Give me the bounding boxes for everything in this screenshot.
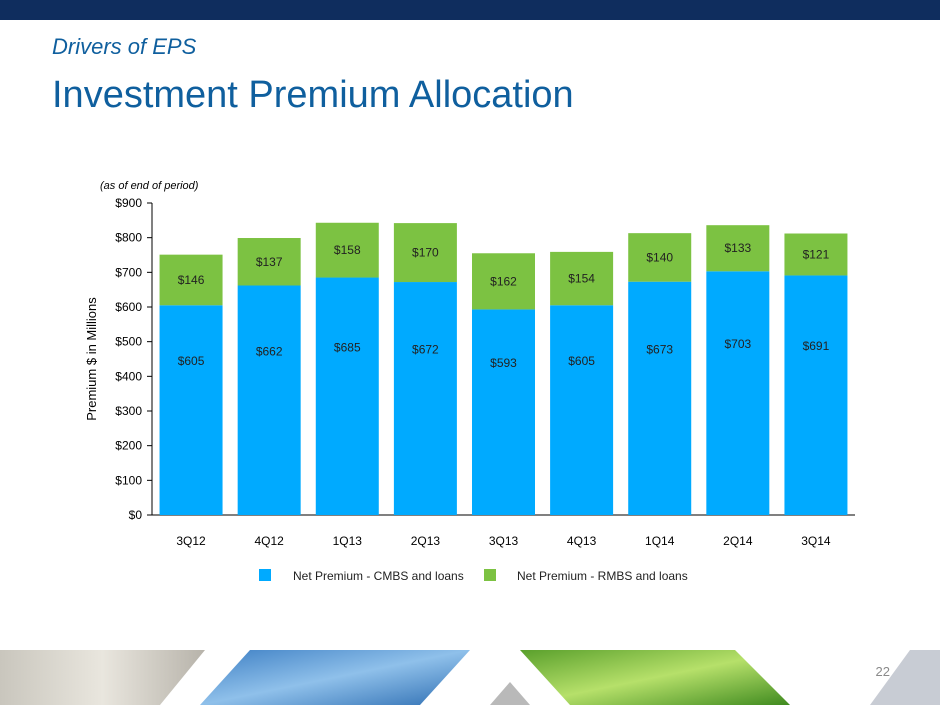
x-tick-label: 1Q14 <box>645 534 675 548</box>
chart-note: (as of end of period) <box>100 180 199 192</box>
footer-image-strip <box>0 650 940 705</box>
bar-cmbs <box>628 281 692 515</box>
x-tick-label: 3Q12 <box>176 534 206 548</box>
data-label-rmbs: $137 <box>256 255 283 269</box>
data-label-cmbs: $673 <box>646 342 673 356</box>
data-label-rmbs: $154 <box>568 272 595 286</box>
data-label-rmbs: $121 <box>803 247 830 261</box>
bar-rmbs <box>159 254 223 306</box>
x-tick-label: 2Q14 <box>723 534 753 548</box>
y-tick-label: $700 <box>115 265 142 279</box>
bar-rmbs <box>237 238 301 286</box>
y-tick-label: $300 <box>115 404 142 418</box>
grey-triangle <box>490 682 530 705</box>
data-label-rmbs: $170 <box>412 246 439 260</box>
y-tick-label: $600 <box>115 300 142 314</box>
x-tick-label: 3Q13 <box>489 534 519 548</box>
data-label-cmbs: $703 <box>724 337 751 351</box>
x-tick-label: 2Q13 <box>411 534 441 548</box>
y-axis-title: Premium $ in Millions <box>84 297 99 421</box>
slide-subtitle: Drivers of EPS <box>52 34 197 59</box>
rope-image <box>0 650 205 705</box>
y-tick-label: $200 <box>115 439 142 453</box>
bar-cmbs <box>550 305 614 515</box>
data-label-rmbs: $158 <box>334 243 361 257</box>
legend-swatch-cmbs <box>259 569 271 581</box>
bar-cmbs <box>784 275 848 515</box>
legend-label-rmbs: Net Premium - RMBS and loans <box>517 569 688 583</box>
grey-corner-image <box>870 650 940 705</box>
data-label-cmbs: $691 <box>803 339 830 353</box>
y-tick-label: $500 <box>115 335 142 349</box>
x-tick-label: 1Q13 <box>333 534 363 548</box>
data-label-cmbs: $593 <box>490 356 517 370</box>
data-label-rmbs: $146 <box>178 273 205 287</box>
y-tick-label: $100 <box>115 473 142 487</box>
y-tick-label: $800 <box>115 231 142 245</box>
legend-swatch-rmbs <box>484 569 496 581</box>
bar-chart: $0 $100 $200 $300 $400 $500 $600 $700 $800 $900 Pr… <box>84 196 855 583</box>
bar-cmbs <box>706 271 770 515</box>
slide-title: Investment Premium Allocation <box>52 74 574 116</box>
bar-rmbs <box>472 253 535 310</box>
bar-rmbs <box>550 251 614 306</box>
data-label-rmbs: $162 <box>490 274 517 288</box>
data-label-cmbs: $662 <box>256 344 283 358</box>
bar-rmbs <box>628 233 692 282</box>
data-label-cmbs: $605 <box>568 354 595 368</box>
bar-cmbs <box>237 285 301 515</box>
bar-rmbs <box>393 223 457 283</box>
y-tick-label: $900 <box>115 196 142 210</box>
sky-image <box>200 650 470 705</box>
bar-cmbs <box>315 277 379 515</box>
data-label-rmbs: $140 <box>646 250 673 264</box>
legend-label-cmbs: Net Premium - CMBS and loans <box>293 569 464 583</box>
data-label-rmbs: $133 <box>724 241 751 255</box>
leaves-image <box>520 650 790 705</box>
x-tick-label: 3Q14 <box>801 534 831 548</box>
bar-cmbs <box>159 305 223 515</box>
y-tick-label: $400 <box>115 369 142 383</box>
bar-rmbs <box>784 233 848 276</box>
x-tick-label: 4Q13 <box>567 534 597 548</box>
data-label-cmbs: $605 <box>178 354 205 368</box>
bar-rmbs <box>706 225 770 272</box>
page-number: 22 <box>875 664 890 679</box>
bar-rmbs <box>315 222 379 278</box>
bar-cmbs <box>472 309 535 515</box>
y-tick-label: $0 <box>129 508 143 522</box>
data-label-cmbs: $672 <box>412 343 439 357</box>
top-bar <box>0 0 940 20</box>
data-label-cmbs: $685 <box>334 340 361 354</box>
x-tick-label: 4Q12 <box>254 534 284 548</box>
bar-cmbs <box>393 282 457 515</box>
